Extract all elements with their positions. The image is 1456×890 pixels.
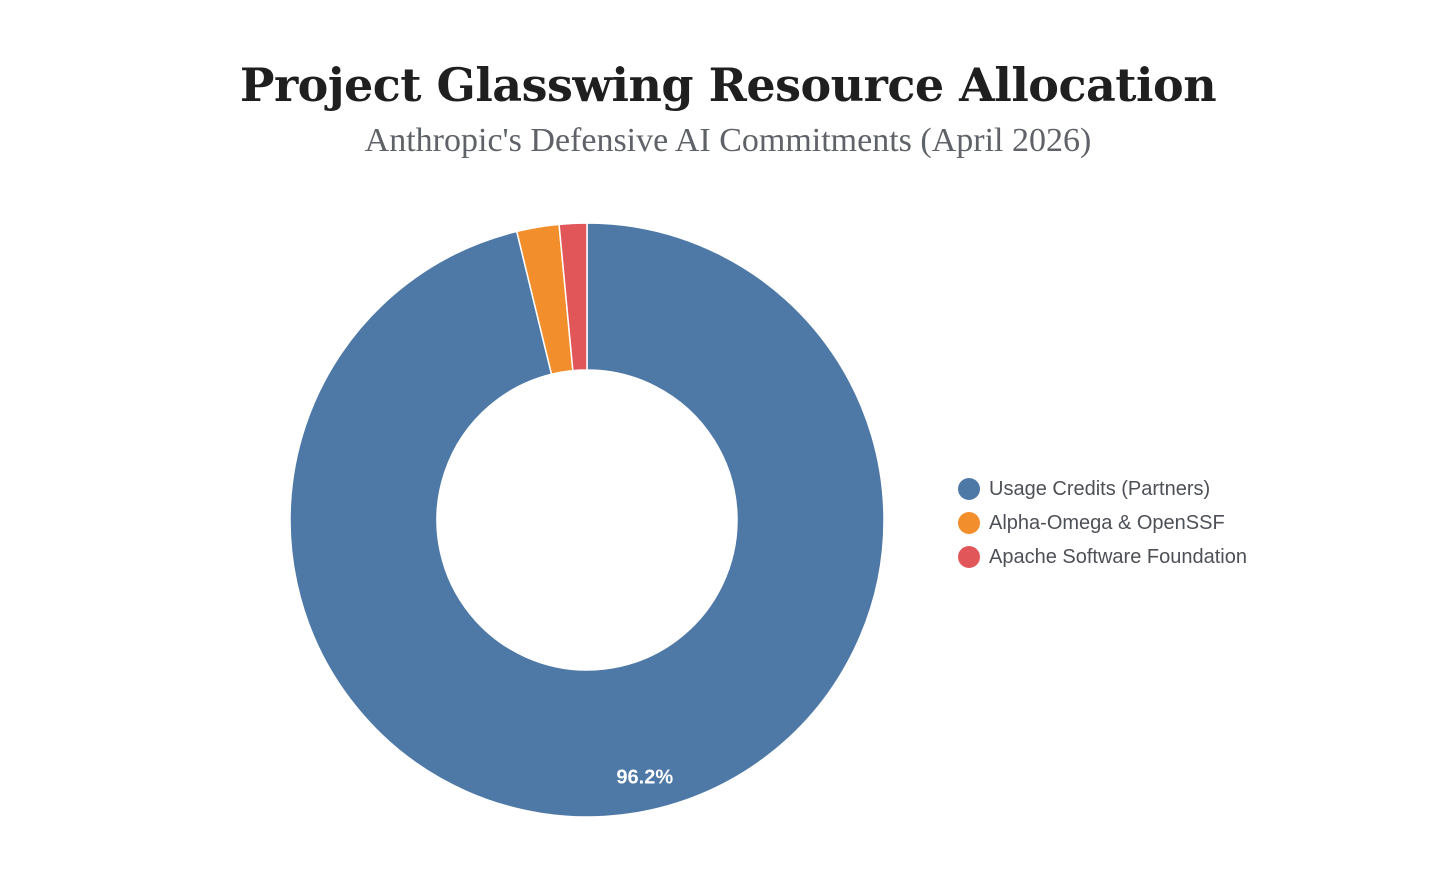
legend-item-alpha-omega[interactable]: Alpha-Omega & OpenSSF bbox=[958, 506, 1247, 540]
legend-label-apache: Apache Software Foundation bbox=[989, 545, 1247, 568]
legend-item-usage-credits[interactable]: Usage Credits (Partners) bbox=[958, 472, 1247, 506]
slice-label-usage-credits: 96.2% bbox=[616, 767, 673, 789]
legend-label-usage-credits: Usage Credits (Partners) bbox=[989, 477, 1211, 500]
legend-label-alpha-omega: Alpha-Omega & OpenSSF bbox=[989, 511, 1225, 534]
donut-slice-apache[interactable] bbox=[558, 222, 588, 372]
legend-swatch-usage-credits bbox=[958, 478, 980, 500]
chart-legend: Usage Credits (Partners) Alpha-Omega & O… bbox=[958, 472, 1247, 574]
legend-swatch-apache bbox=[958, 546, 980, 568]
legend-item-apache[interactable]: Apache Software Foundation bbox=[958, 540, 1247, 574]
chart-title: Project Glasswing Resource Allocation bbox=[239, 58, 1217, 112]
chart-subtitle: Anthropic's Defensive AI Commitments (Ap… bbox=[364, 122, 1092, 159]
donut-slice-usage-credits[interactable] bbox=[289, 222, 885, 818]
legend-swatch-alpha-omega bbox=[958, 512, 980, 534]
